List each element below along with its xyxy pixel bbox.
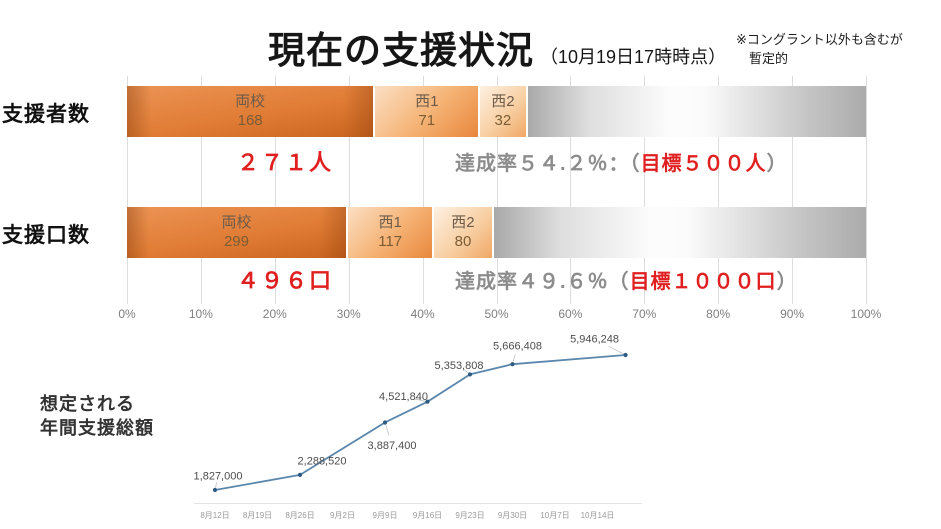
segment-label: 西1: [415, 92, 439, 110]
gridline: [718, 76, 720, 304]
date-tick-label: 9月2日: [330, 511, 355, 520]
segment-value: 71: [418, 111, 436, 129]
data-point-label: 5,666,408: [493, 341, 542, 353]
footnote-line2: 暫定的: [749, 50, 789, 66]
date-tick-label: 10月14日: [581, 511, 615, 520]
data-point-label: 1,827,000: [194, 471, 243, 483]
units-achievement-prefix: 達成率４９.６％（: [455, 271, 630, 293]
gridline: [127, 76, 128, 304]
supporters-achievement-prefix: 達成率５４.２％：（: [455, 153, 641, 175]
segment-label: 両校: [221, 213, 252, 231]
date-tick-label: 8月12日: [200, 511, 229, 520]
line-chart-title-line1: 想定される: [40, 394, 135, 414]
units-total: ４９６口: [237, 268, 334, 293]
supporters-stacked-bar: 両校 168 西1 71 西2 32: [127, 86, 866, 137]
date-tick-label: 9月9日: [373, 511, 398, 520]
date-tick-label: 8月19日: [243, 511, 272, 520]
title-main: 現在の支援状況: [268, 30, 534, 71]
line-chart-title: 想定される 年間支援総額: [40, 392, 154, 441]
data-point-marker: [467, 372, 473, 377]
label-leader-line: [608, 345, 626, 356]
bar-segment-西1: 西1 71: [375, 86, 481, 137]
data-point-marker: [382, 420, 388, 425]
label-leader-line: [384, 422, 390, 436]
percent-tick-label: 10%: [188, 307, 213, 321]
percent-tick-label: 90%: [780, 307, 805, 321]
percent-tick-label: 80%: [706, 307, 731, 321]
supporters-achievement-suffix: ）: [766, 153, 788, 175]
bar-segment-西1: 西1 117: [347, 207, 435, 258]
supporters-goal: 目標５００人: [640, 153, 767, 175]
segment-label: 西2: [491, 92, 515, 110]
units-stacked-bar: 両校 299 西1 117 西2 80: [127, 207, 866, 258]
segment-value: 80: [454, 232, 472, 250]
units-achievement: 達成率４９.６％（目標１０００口）: [455, 265, 798, 294]
segment-value: 32: [494, 111, 512, 129]
supporters-total: ２７１人: [237, 150, 334, 175]
title-timestamp: （10月19日17時時点）: [540, 47, 727, 67]
data-point-label: 4,521,840: [379, 391, 428, 403]
annual-support-line-chart: 8月12日 8月19日 8月26日 9月2日 9月9日 9月16日 9月23日 9月30日 10…: [194, 334, 642, 520]
percent-tick-label: 0%: [118, 307, 136, 321]
footnote: ※コングラント以外も含むが 暫定的: [736, 31, 903, 69]
gridline: [792, 76, 794, 304]
row-label-units: 支援口数: [2, 224, 90, 247]
segment-label: 両校: [235, 92, 266, 110]
segment-label: 西2: [451, 213, 475, 231]
gridline: [496, 76, 498, 304]
supporters-achievement: 達成率５４.２％：（目標５００人）: [455, 147, 788, 176]
data-point-label: 5,946,248: [570, 334, 619, 346]
data-point-label: 5,353,808: [435, 360, 484, 372]
footnote-line1: ※コングラント以外も含むが: [736, 32, 903, 47]
gridline: [274, 76, 276, 304]
date-tick-label: 8月26日: [285, 511, 314, 520]
bar-segment-西2: 西2 32: [480, 86, 528, 137]
label-leader-line: [414, 398, 428, 403]
segment-value: 168: [237, 111, 263, 129]
data-point-marker: [212, 487, 218, 493]
data-point-label: 2,288,520: [298, 455, 347, 467]
row-label-supporters: 支援者数: [2, 103, 90, 126]
data-point-marker: [510, 362, 515, 367]
units-achievement-suffix: ）: [776, 271, 798, 293]
bar-segment-両校: 両校 299: [127, 207, 348, 258]
segment-value: 117: [378, 232, 403, 250]
date-tick-label: 10月7日: [540, 511, 569, 520]
percent-tick-label: 60%: [558, 307, 583, 321]
gridline: [200, 76, 202, 304]
annual-support-line: [214, 354, 626, 491]
data-point-marker: [297, 472, 303, 477]
percent-tick-label: 70%: [632, 307, 657, 321]
date-tick-label: 9月23日: [455, 511, 484, 520]
bar-segment-西2: 西2 80: [434, 207, 494, 258]
gridline: [570, 76, 572, 304]
data-point-label: 3,887,400: [368, 440, 417, 452]
percent-tick-label: 30%: [336, 307, 361, 321]
percent-tick-label: 40%: [410, 307, 435, 321]
segment-label: 西1: [378, 213, 402, 231]
gridline: [644, 76, 646, 304]
gridline: [422, 76, 424, 304]
gridline: [866, 76, 867, 304]
percent-tick-label: 100%: [850, 307, 882, 321]
percent-tick-label: 50%: [484, 307, 509, 321]
gridline: [348, 76, 350, 304]
percent-tick-label: 20%: [262, 307, 287, 321]
date-tick-label: 9月16日: [413, 511, 442, 520]
bar-remainder: [493, 207, 866, 258]
bar-segment-両校: 両校 168: [127, 86, 376, 137]
data-point-marker: [623, 352, 628, 358]
data-point-marker: [425, 399, 430, 404]
line-chart-title-line2: 年間支援総額: [40, 418, 154, 439]
date-tick-label: 9月30日: [498, 511, 527, 520]
units-goal: 目標１０００口: [629, 271, 777, 293]
segment-value: 299: [223, 232, 249, 250]
bar-remainder: [527, 86, 866, 137]
page-title: 現在の支援状況 （10月19日17時時点）: [268, 20, 726, 74]
